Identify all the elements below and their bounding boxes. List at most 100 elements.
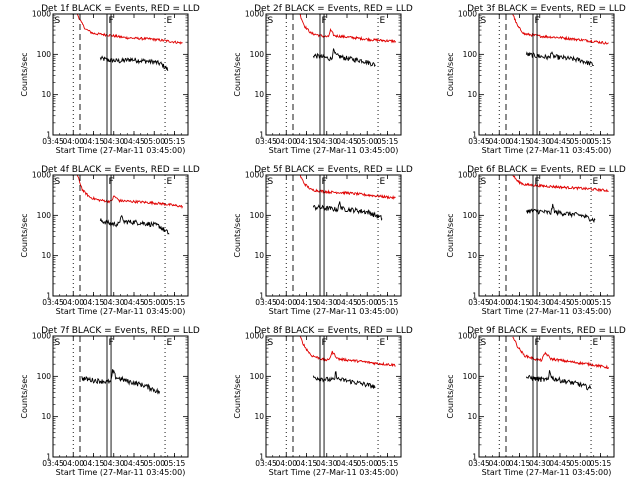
x-tick-label: 04:30 [529, 137, 551, 146]
x-tick-label: 04:45 [123, 298, 145, 307]
x-tick-label: 03:45 [468, 459, 490, 468]
y-tick-label: 1 [46, 453, 51, 462]
panel-2: Det 2f BLACK = Events, RED = LLDSFE11010… [233, 4, 413, 155]
y-tick-label: 10 [254, 251, 264, 260]
series-events-line [525, 370, 591, 391]
panel-4: Det 4f BLACK = Events, RED = LLDSFE11010… [20, 165, 200, 316]
x-tick-label: 05:00 [569, 298, 591, 307]
series-events-line [99, 55, 169, 71]
panel-7: Det 7f BLACK = Events, RED = LLDSFE11010… [20, 326, 200, 477]
y-tick-label: 100 [37, 50, 52, 59]
marker-label: S [268, 16, 274, 26]
panel-title: Det 8f BLACK = Events, RED = LLD [254, 326, 413, 336]
series-lld-line [512, 174, 609, 193]
y-tick-label: 100 [463, 211, 478, 220]
y-tick-label: 100 [37, 372, 52, 381]
y-tick-label: 1000 [245, 10, 264, 19]
series-events-line [312, 201, 383, 221]
y-axis-label: Counts/sec [446, 52, 455, 96]
x-tick-label: 05:15 [590, 137, 612, 146]
x-tick-label: 03:45 [42, 459, 64, 468]
x-tick-label: 04:30 [316, 137, 338, 146]
x-tick-label: 04:00 [62, 459, 84, 468]
x-axis-label: Start Time (27-Mar-11 03:45:00) [269, 307, 399, 316]
marker-label: S [268, 177, 274, 187]
panel-title: Det 2f BLACK = Events, RED = LLD [254, 4, 413, 14]
x-axis-label: Start Time (27-Mar-11 03:45:00) [269, 146, 399, 155]
x-tick-label: 05:15 [590, 298, 612, 307]
series-events-line [312, 48, 376, 68]
x-axis-label: Start Time (27-Mar-11 03:45:00) [482, 146, 612, 155]
y-tick-label: 100 [250, 211, 265, 220]
panel-8: Det 8f BLACK = Events, RED = LLDSFE11010… [233, 326, 413, 477]
x-tick-label: 04:00 [62, 137, 84, 146]
y-tick-label: 1 [46, 292, 51, 301]
series-events-line [81, 369, 161, 395]
x-tick-label: 04:15 [83, 137, 105, 146]
marker-label: E [593, 177, 599, 187]
y-tick-label: 1 [472, 292, 477, 301]
panel-title: Det 9f BLACK = Events, RED = LLD [467, 326, 626, 336]
series-lld-line [299, 335, 396, 368]
y-tick-label: 100 [250, 372, 265, 381]
x-tick-label: 04:00 [488, 137, 510, 146]
x-tick-label: 04:45 [123, 137, 145, 146]
x-tick-label: 04:30 [316, 459, 338, 468]
x-tick-label: 03:45 [255, 298, 277, 307]
panel-title: Det 7f BLACK = Events, RED = LLD [41, 326, 200, 336]
x-tick-label: 05:00 [143, 137, 165, 146]
y-tick-label: 1000 [32, 10, 51, 19]
x-tick-label: 05:15 [590, 459, 612, 468]
x-tick-label: 05:15 [377, 298, 399, 307]
panel-title: Det 3f BLACK = Events, RED = LLD [467, 4, 626, 14]
series-lld-line [512, 336, 610, 370]
x-tick-label: 05:00 [143, 298, 165, 307]
panel-title: Det 4f BLACK = Events, RED = LLD [41, 165, 200, 175]
y-tick-label: 100 [37, 211, 52, 220]
x-tick-label: 05:00 [143, 459, 165, 468]
y-tick-label: 1000 [458, 10, 477, 19]
x-tick-label: 04:15 [83, 298, 105, 307]
y-tick-label: 1 [259, 131, 264, 140]
x-tick-label: 03:45 [255, 137, 277, 146]
marker-label: S [481, 16, 487, 26]
x-axis-label: Start Time (27-Mar-11 03:45:00) [56, 307, 186, 316]
x-tick-label: 04:30 [103, 459, 125, 468]
x-tick-label: 04:00 [275, 459, 297, 468]
x-tick-label: 04:00 [488, 459, 510, 468]
x-tick-label: 04:45 [549, 137, 571, 146]
y-tick-label: 10 [467, 90, 477, 99]
y-axis-label: Counts/sec [233, 213, 242, 257]
x-tick-label: 05:00 [569, 459, 591, 468]
panel-title: Det 6f BLACK = Events, RED = LLD [467, 165, 626, 175]
panel-5: Det 5f BLACK = Events, RED = LLDSFE11010… [233, 165, 413, 316]
y-axis-label: Counts/sec [446, 213, 455, 257]
series-lld-line [299, 14, 396, 44]
x-tick-label: 05:15 [377, 137, 399, 146]
marker-label: S [481, 177, 487, 187]
series-events-line [525, 51, 594, 66]
x-tick-label: 04:30 [529, 459, 551, 468]
y-axis-label: Counts/sec [20, 52, 29, 96]
x-tick-label: 04:45 [549, 298, 571, 307]
panel-9: Det 9f BLACK = Events, RED = LLDSFE11010… [446, 326, 626, 477]
y-axis-label: Counts/sec [446, 374, 455, 418]
x-tick-label: 05:15 [377, 459, 399, 468]
x-tick-label: 04:45 [549, 459, 571, 468]
y-tick-label: 100 [463, 50, 478, 59]
series-lld-line [76, 174, 184, 209]
y-tick-label: 1 [472, 131, 477, 140]
series-events-line [99, 214, 170, 235]
x-axis-label: Start Time (27-Mar-11 03:45:00) [482, 468, 612, 477]
marker-label: E [380, 16, 386, 26]
y-tick-label: 100 [250, 50, 265, 59]
series-lld-line [512, 14, 609, 45]
x-tick-label: 03:45 [255, 459, 277, 468]
x-tick-label: 05:00 [569, 137, 591, 146]
x-tick-label: 04:15 [296, 298, 318, 307]
y-tick-label: 1000 [245, 332, 264, 341]
marker-label: S [55, 338, 61, 348]
y-tick-label: 1000 [458, 332, 477, 341]
y-tick-label: 10 [467, 412, 477, 421]
y-tick-label: 1000 [245, 171, 264, 180]
